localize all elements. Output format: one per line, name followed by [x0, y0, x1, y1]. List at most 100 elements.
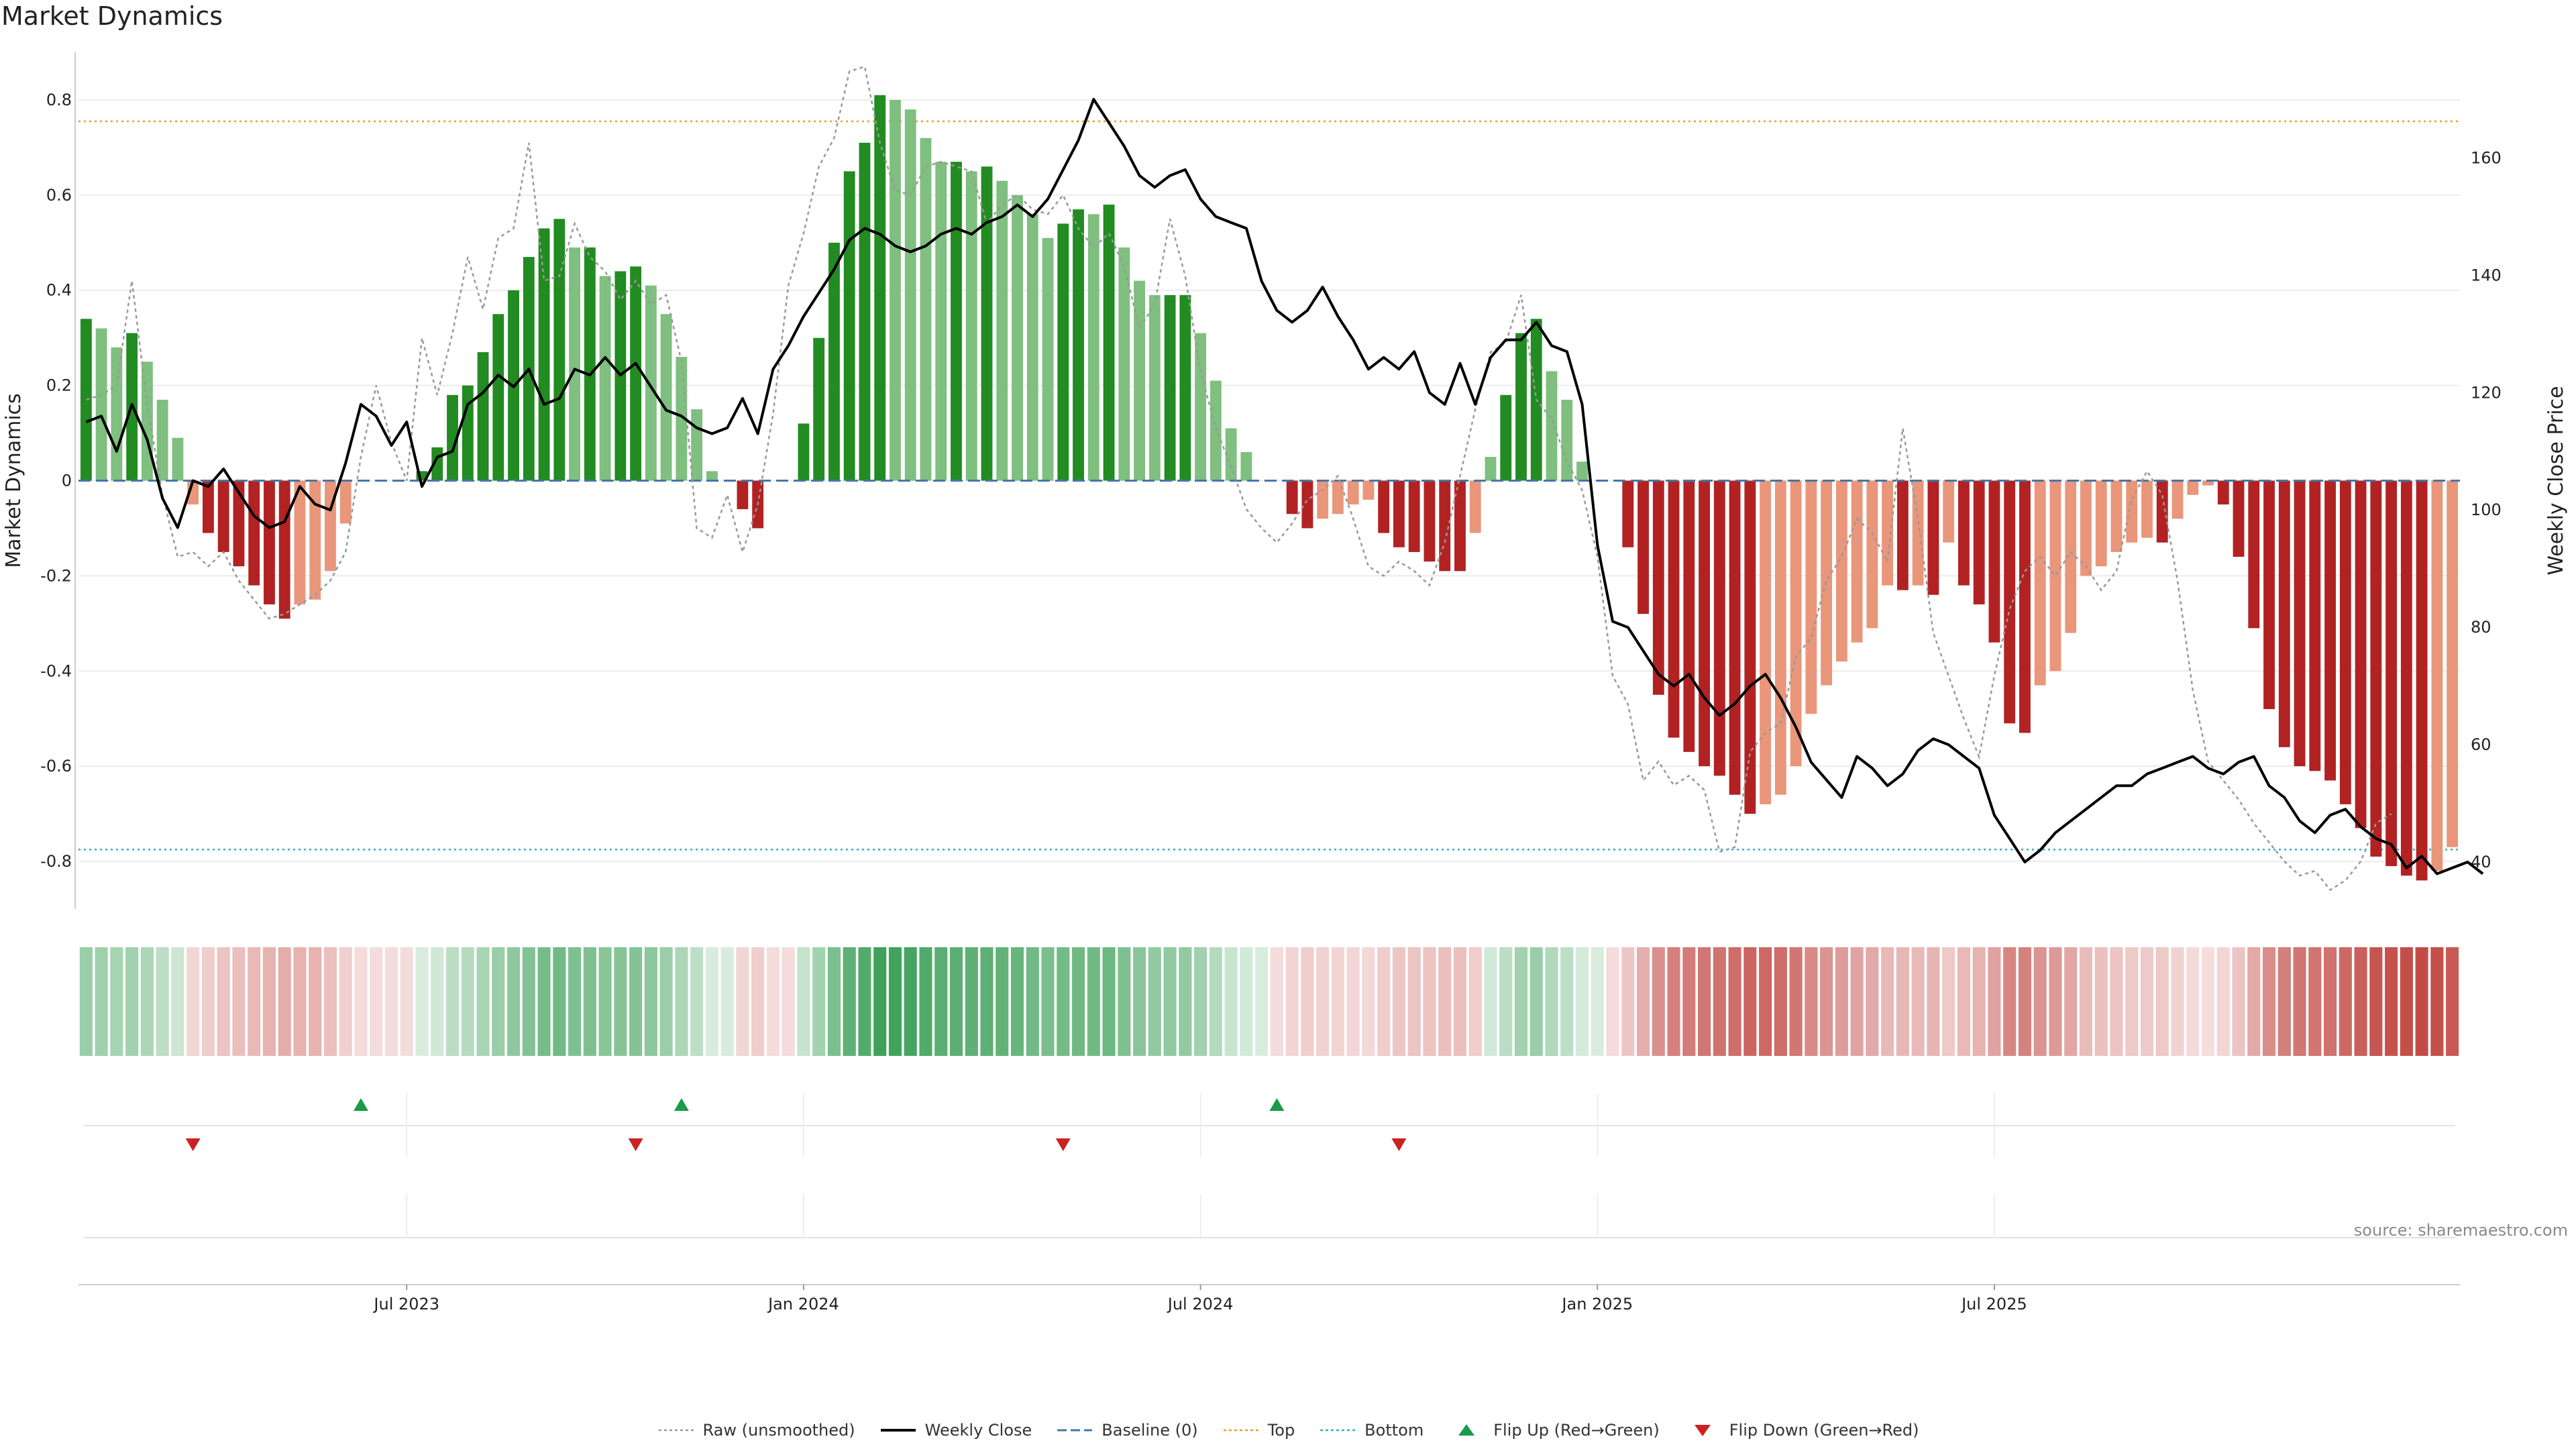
bar — [172, 437, 184, 481]
bar — [1103, 205, 1115, 481]
flip-down-marker — [185, 1138, 201, 1151]
legend-item: Raw (unsmoothed) — [657, 1421, 855, 1440]
heat-strip-cell — [1636, 947, 1650, 1056]
heat-strip-cell — [1026, 947, 1039, 1056]
heat-strip-cell — [919, 947, 932, 1056]
heat-strip-cell — [782, 947, 795, 1056]
x-tick-label: Jul 2024 — [1167, 1295, 1234, 1313]
bar — [477, 352, 489, 481]
bar — [1195, 333, 1207, 481]
heat-strip-cell — [1988, 947, 2001, 1056]
heat-strip-cell — [2385, 947, 2398, 1056]
y-tick-label: 0.8 — [46, 91, 72, 109]
heat-strip-cell — [140, 947, 154, 1056]
bar — [1240, 451, 1252, 481]
heat-strip-cell — [1423, 947, 1436, 1056]
legend-label: Bottom — [1364, 1421, 1424, 1440]
bar — [141, 362, 153, 481]
bar — [1362, 480, 1375, 500]
bar — [2156, 480, 2168, 543]
bar — [2309, 480, 2321, 771]
heat-strip-cell — [1133, 947, 1146, 1056]
heat-strip-cell — [2324, 947, 2337, 1056]
heat-strip-cell — [568, 947, 582, 1056]
y2-tick-label: 160 — [2471, 148, 2502, 167]
legend-item: Top — [1222, 1421, 1295, 1440]
heat-strip-cell — [1179, 947, 1192, 1056]
heat-strip-cell — [1789, 947, 1803, 1056]
heat-strip-cell — [2140, 947, 2154, 1056]
heat-strip-cell — [1682, 947, 1696, 1056]
bar — [309, 480, 321, 600]
bar — [2278, 480, 2290, 747]
heat-strip-cell — [812, 947, 826, 1056]
heat-strip-cell — [2216, 947, 2230, 1056]
heat-strip-cell — [1942, 947, 1955, 1056]
bar — [1378, 480, 1390, 533]
heat-strip-cell — [1407, 947, 1421, 1056]
heat-strip-cell — [629, 947, 643, 1056]
heat-strip-cell — [431, 947, 444, 1056]
heat-strip-cell — [2446, 947, 2459, 1056]
y2-tick-label: 40 — [2471, 853, 2491, 871]
heat-strip-cell — [537, 947, 551, 1056]
heat-strip-cell — [934, 947, 948, 1056]
source-note: source: sharemaestro.com — [2353, 1221, 2568, 1240]
bar — [2233, 480, 2245, 557]
bar — [2187, 480, 2199, 495]
bar — [1042, 237, 1054, 481]
heat-strip-cell — [2125, 947, 2139, 1056]
heat-strip-cell — [1041, 947, 1055, 1056]
bar — [2263, 480, 2275, 710]
legend: Raw (unsmoothed) Weekly Close Baseline (0)… — [0, 1421, 2576, 1442]
bar — [843, 171, 855, 481]
heat-strip-cell — [2339, 947, 2352, 1056]
bar — [1134, 280, 1145, 481]
heat-strip-cell — [598, 947, 612, 1056]
heat-strip-cell — [415, 947, 429, 1056]
heat-strip-cell — [736, 947, 749, 1056]
bar — [278, 480, 290, 619]
legend-swatch-icon — [1223, 1429, 1258, 1432]
heat-strip-cell — [2247, 947, 2261, 1056]
heat-strip-cell — [156, 947, 169, 1056]
bar — [1835, 480, 1847, 662]
legend-swatch-icon — [1458, 1424, 1475, 1436]
bar — [1500, 394, 1512, 481]
heat-strip-cell — [492, 947, 505, 1056]
heat-strip-cell — [323, 947, 337, 1056]
flip-down-marker — [1055, 1138, 1071, 1151]
bar — [2447, 480, 2459, 847]
legend-swatch-icon — [658, 1429, 694, 1432]
y-tick-label: -0.6 — [40, 757, 72, 775]
flip-down-marker — [1391, 1138, 1407, 1151]
heat-strip-cell — [1346, 947, 1360, 1056]
heat-strip-cell — [1698, 947, 1711, 1056]
bar — [2248, 480, 2260, 629]
heat-strip-cell — [1667, 947, 1680, 1056]
bar — [2019, 480, 2031, 733]
bar — [2217, 480, 2229, 504]
heat-strip-cell — [1148, 947, 1161, 1056]
y-tick-label: -0.2 — [40, 566, 72, 585]
legend-label: Top — [1267, 1421, 1295, 1440]
legend-item: Weekly Close — [879, 1421, 1032, 1440]
heat-strip-cell — [2003, 947, 2017, 1056]
bar — [2080, 480, 2092, 576]
heat-strip-cell — [1010, 947, 1024, 1056]
bar — [492, 314, 504, 481]
weekly-close-line — [85, 98, 2484, 875]
bar — [2171, 480, 2184, 519]
x-tick-label: Jan 2025 — [1560, 1295, 1633, 1313]
bar — [1179, 294, 1191, 481]
heat-strip-cell — [888, 947, 902, 1056]
heat-strip-cell — [1194, 947, 1208, 1056]
bar — [1866, 480, 1878, 629]
heat-strip-cell — [1514, 947, 1528, 1056]
heat-strip-cell — [278, 947, 291, 1056]
heat-strip-cell — [1057, 947, 1070, 1056]
heat-strip-cell — [2064, 947, 2078, 1056]
bar — [1424, 480, 1436, 562]
legend-swatch-icon — [880, 1429, 916, 1432]
bar — [2416, 480, 2428, 881]
